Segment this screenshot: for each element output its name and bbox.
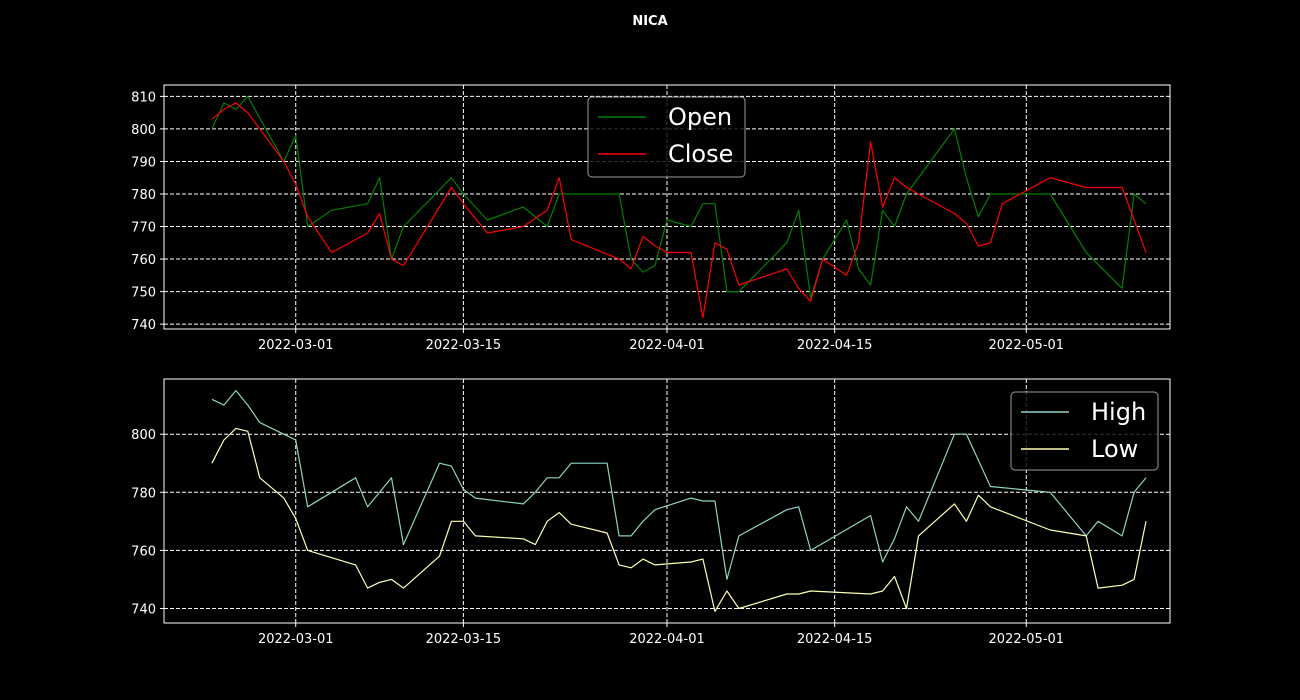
x-tick-label: 2022-03-01 [258,632,334,647]
y-tick-labels: 740 760 780 800 [131,428,164,617]
x-tick-labels: 2022-03-01 2022-03-15 2022-04-01 2022-04-15… [258,623,1064,647]
x-tick-labels: 2022-03-01 2022-03-15 2022-04-01 2022-04-15… [258,329,1064,353]
y-tick-labels: 740 750 760 770 780 790 800 810 [131,90,164,333]
x-tick-label: 2022-04-15 [797,338,873,353]
series-lines [211,390,1147,613]
series-line-close [211,102,1147,319]
series-line-low [211,427,1147,613]
legend-label-low: Low [1091,435,1138,463]
x-tick-label: 2022-04-01 [629,632,705,647]
y-tick-label: 770 [131,221,156,236]
x-tick-label: 2022-03-01 [258,338,334,353]
y-tick-label: 800 [131,428,156,443]
y-tick-label: 800 [131,123,156,138]
y-tick-label: 780 [131,188,156,203]
y-tick-label: 760 [131,544,156,559]
price-open-close-axes: 2022-03-01 2022-03-15 2022-04-01 2022-04-15… [131,84,1171,353]
legend-open-close: Open Close [587,96,746,178]
x-tick-label: 2022-05-01 [989,338,1065,353]
legend-high-low: High Low [1010,391,1159,471]
y-tick-label: 810 [131,90,156,105]
y-tick-label: 790 [131,155,156,170]
y-tick-label: 750 [131,286,156,301]
grid-lines [164,379,1170,623]
price-high-low-axes: 2022-03-01 2022-03-15 2022-04-01 2022-04-15… [131,378,1171,647]
y-tick-label: 780 [131,486,156,501]
legend-label-open: Open [668,103,732,131]
x-tick-label: 2022-04-01 [629,338,705,353]
figure-title: NICA [632,14,667,29]
y-tick-label: 740 [131,318,156,333]
grid-lines [164,85,1170,329]
x-tick-label: 2022-03-15 [426,632,502,647]
x-tick-label: 2022-04-15 [797,632,873,647]
series-line-open [211,95,1147,299]
y-tick-label: 760 [131,253,156,268]
series-line-high [211,390,1147,581]
series-lines [211,95,1147,319]
legend-label-close: Close [668,140,733,168]
x-tick-label: 2022-05-01 [989,632,1065,647]
y-tick-label: 740 [131,602,156,617]
x-tick-label: 2022-03-15 [426,338,502,353]
legend-label-high: High [1091,398,1146,426]
